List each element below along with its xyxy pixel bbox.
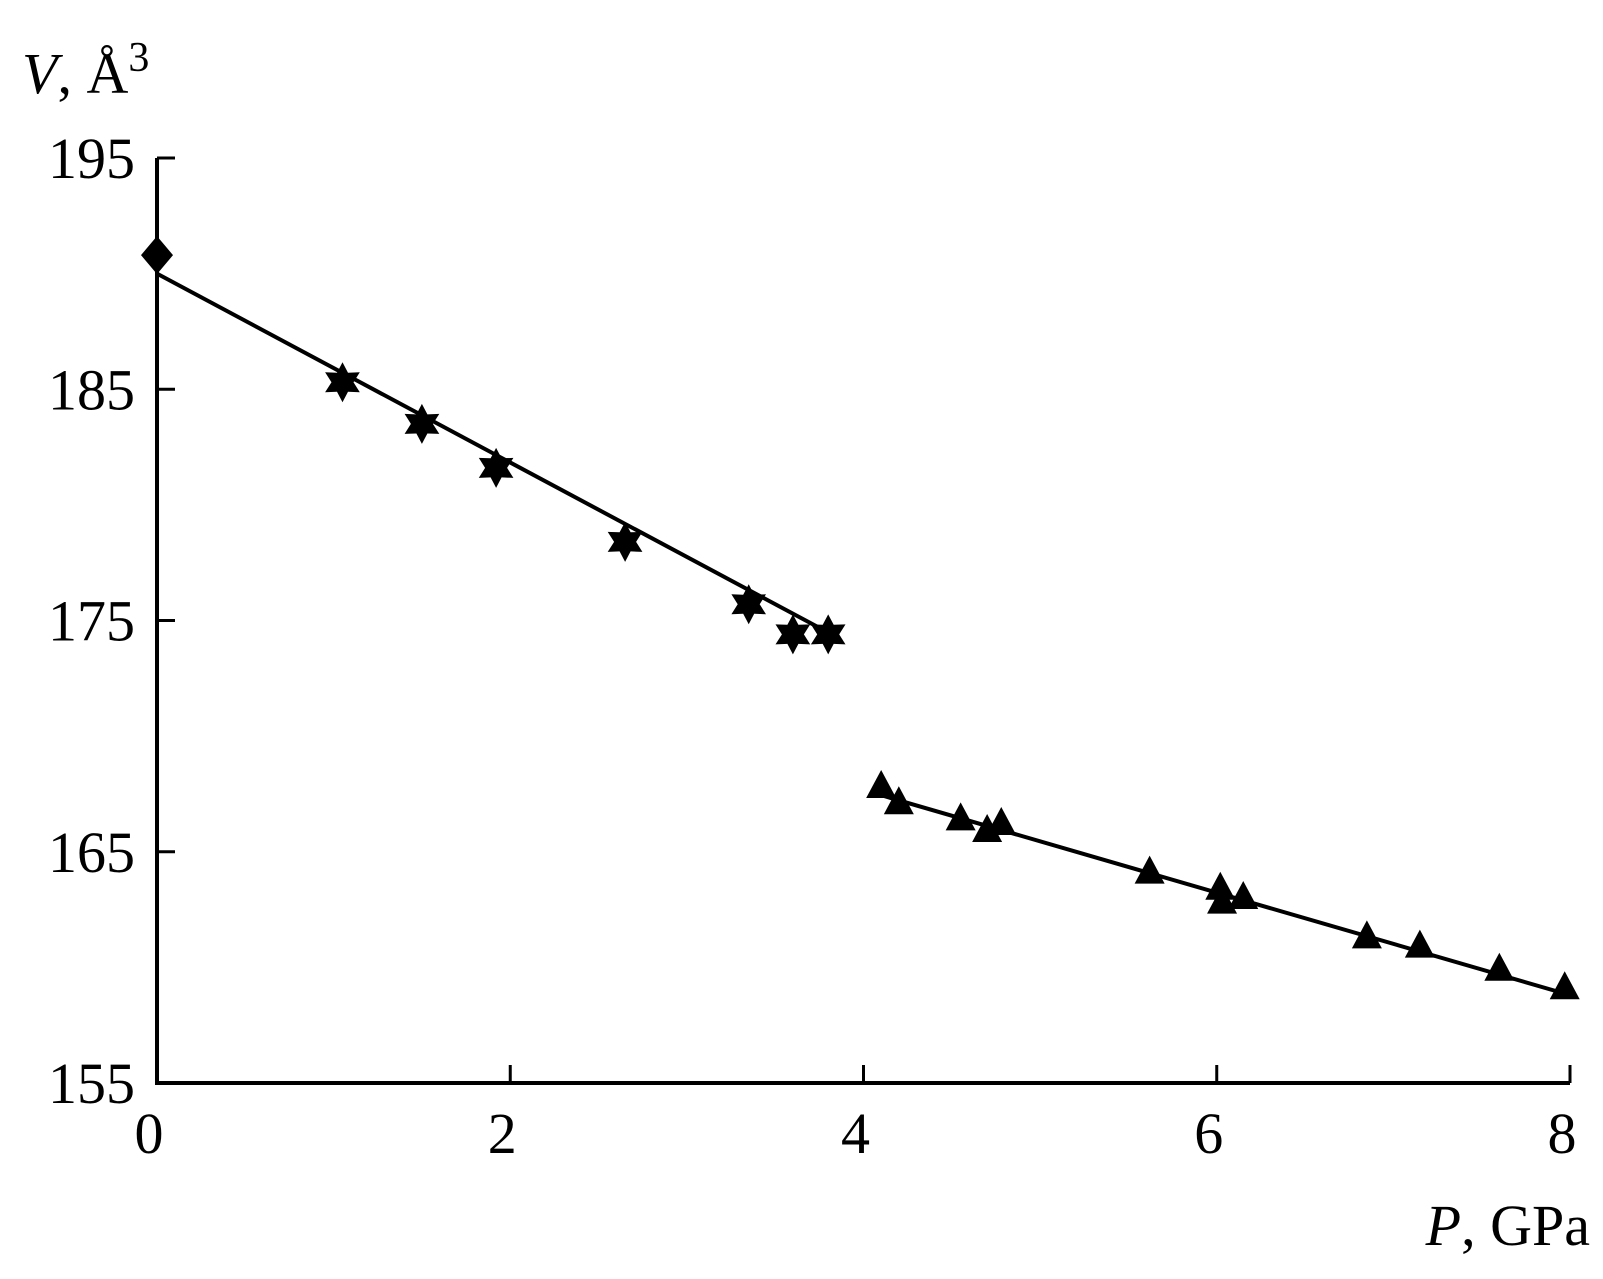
data-point-triangle bbox=[1549, 971, 1580, 1000]
data-point-triangle bbox=[1351, 920, 1382, 949]
x-tick-label: 4 bbox=[841, 1101, 870, 1166]
y-tick-label: 195 bbox=[48, 126, 135, 191]
y-tick-label: 165 bbox=[48, 820, 135, 885]
data-point-star bbox=[607, 521, 643, 562]
y-axis-label: V, Å3 bbox=[22, 35, 149, 106]
data-point-triangle bbox=[1484, 952, 1515, 981]
x-tick-label: 8 bbox=[1548, 1101, 1577, 1166]
data-point-triangle bbox=[945, 802, 976, 831]
y-axis-label-unit: , Å bbox=[57, 41, 128, 106]
ticks bbox=[155, 156, 1572, 1085]
data-point-triangle bbox=[1205, 871, 1236, 900]
data-point-star bbox=[478, 447, 514, 488]
y-tick-label: 185 bbox=[48, 357, 135, 422]
data-point-diamond bbox=[141, 236, 173, 275]
data-markers bbox=[141, 236, 1580, 1000]
data-point-triangle bbox=[1134, 855, 1165, 884]
data-point-triangle bbox=[986, 807, 1017, 835]
x-axis-label-var: P bbox=[1425, 1193, 1461, 1258]
data-point-star bbox=[404, 403, 440, 444]
x-tick-label: 0 bbox=[135, 1101, 164, 1166]
data-point-triangle bbox=[866, 770, 897, 798]
data-point-star bbox=[775, 614, 811, 655]
x-tick-label: 2 bbox=[488, 1101, 517, 1166]
y-axis-label-sup: 3 bbox=[128, 35, 149, 81]
x-tick-label: 6 bbox=[1194, 1101, 1223, 1166]
data-point-star bbox=[731, 584, 766, 625]
data-point-triangle bbox=[1404, 929, 1435, 958]
y-tick-label: 155 bbox=[48, 1051, 135, 1116]
tick-labels: 0 2 4 6 8 155 165 175 185 195 bbox=[48, 126, 1577, 1166]
fit-lines bbox=[156, 271, 1571, 998]
x-axis-label: P, GPa bbox=[1425, 1193, 1590, 1258]
data-point-triangle bbox=[883, 786, 914, 815]
data-point-star bbox=[325, 362, 360, 403]
y-axis-label-var: V bbox=[22, 41, 64, 106]
data-point-triangle bbox=[1228, 881, 1259, 909]
x-axis-label-unit: , GPa bbox=[1461, 1193, 1590, 1258]
data-point-star bbox=[810, 614, 846, 655]
y-tick-label: 175 bbox=[48, 589, 135, 654]
